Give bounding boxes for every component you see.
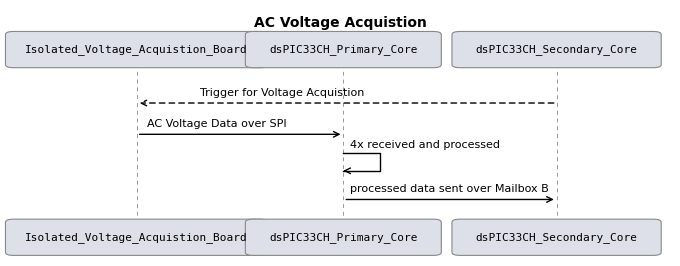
FancyBboxPatch shape <box>452 219 661 255</box>
FancyBboxPatch shape <box>245 31 441 68</box>
FancyBboxPatch shape <box>5 219 268 255</box>
Text: 4x received and processed: 4x received and processed <box>350 140 500 150</box>
Text: dsPIC33CH_Secondary_Core: dsPIC33CH_Secondary_Core <box>475 232 638 243</box>
FancyBboxPatch shape <box>452 31 661 68</box>
Text: AC Voltage Acquistion: AC Voltage Acquistion <box>254 16 426 30</box>
Text: Isolated_Voltage_Acquistion_Board: Isolated_Voltage_Acquistion_Board <box>25 232 248 243</box>
FancyBboxPatch shape <box>5 31 268 68</box>
Text: Isolated_Voltage_Acquistion_Board: Isolated_Voltage_Acquistion_Board <box>25 44 248 55</box>
Text: dsPIC33CH_Secondary_Core: dsPIC33CH_Secondary_Core <box>475 44 638 55</box>
Text: AC Voltage Data over SPI: AC Voltage Data over SPI <box>147 119 286 129</box>
Text: processed data sent over Mailbox B: processed data sent over Mailbox B <box>350 184 549 194</box>
Text: dsPIC33CH_Primary_Core: dsPIC33CH_Primary_Core <box>269 232 418 243</box>
FancyBboxPatch shape <box>245 219 441 255</box>
Text: Trigger for Voltage Acquistion: Trigger for Voltage Acquistion <box>200 88 364 98</box>
Text: dsPIC33CH_Primary_Core: dsPIC33CH_Primary_Core <box>269 44 418 55</box>
